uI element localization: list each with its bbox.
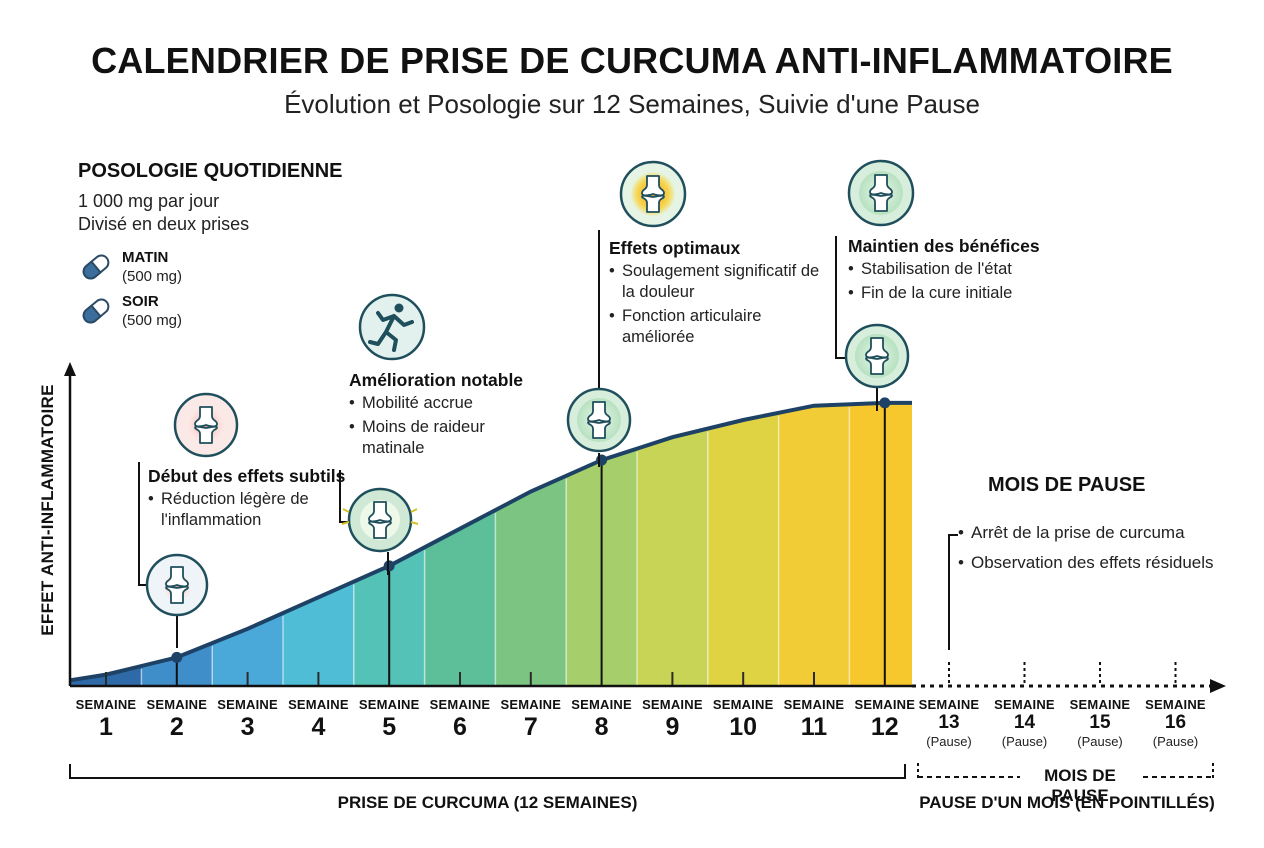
joint-healing-icon [341,487,419,553]
x-tick-label-week-2: SEMAINE 2 [146,697,208,741]
x-tick-label-week-13: SEMAINE 13 (Pause) [918,697,980,749]
annotation-title: Maintien des bénéfices [848,236,1040,256]
week-8-data-point [596,454,608,466]
capsule-icon [82,298,110,324]
morning-dose: (500 mg) [122,268,183,285]
x-tick-label-week-4: SEMAINE 4 [288,697,349,741]
annotation-week-12: Maintien des bénéfices Stabilisation de … [848,236,1068,307]
annotation-item: Réduction légère de l'inflammation [148,489,348,531]
annotation-week-2: Début des effets subtils Réduction légèr… [148,466,348,534]
area-band-week-6 [424,510,496,686]
effect-curve [69,400,912,683]
evening-dose-row: SOIR (500 mg) [78,292,182,330]
x-tick-label-week-16: SEMAINE 16 (Pause) [1145,697,1206,749]
posologie-title: POSOLOGIE QUOTIDIENNE [78,160,343,182]
x-tick-label-week-8: SEMAINE 8 [571,697,632,741]
y-axis-label: EFFET ANTI-INFLAMMATOIRE [38,384,57,636]
x-tick-label-week-5: SEMAINE 5 [358,697,420,741]
annotation-item: Moins de raideur matinale [349,417,549,459]
pause-title: MOIS DE PAUSE [988,474,1146,496]
evening-dose: (500 mg) [122,312,183,329]
prise-brace [69,764,906,779]
healthy-joint-icon [566,387,632,453]
joint-relief-icon [619,160,687,228]
pause-item: Observation des effets résiduels [958,548,1214,578]
area-band-week-7 [495,475,567,686]
healthy-joint-icon [844,323,910,389]
week-2-data-point [171,651,183,663]
inflamed-joint-icon [173,392,239,458]
morning-label: MATIN [122,249,169,266]
morning-dose-row: MATIN (500 mg) [78,248,182,286]
area-band-week-12 [849,402,912,686]
annotation-item: Soulagement significatif de la douleur [609,261,824,303]
annotation-item: Fonction articulaire améliorée [609,306,824,348]
healthy-joint-icon [847,159,915,227]
annotation-title: Amélioration notable [349,370,524,390]
x-tick-label-week-10: SEMAINE 10 [712,697,774,741]
annotation-item: Stabilisation de l'état [848,259,1068,280]
x-tick-label-week-14: SEMAINE 14 (Pause) [994,697,1055,749]
pause-brace-label: MOIS DE PAUSE [1020,766,1140,806]
x-tick-label-week-15: SEMAINE 15 (Pause) [1069,697,1131,749]
pause-list: Arrêt de la prise de curcuma Observation… [958,518,1214,578]
evening-label: SOIR [122,293,159,310]
callout-pause [948,534,958,650]
week-12-data-point [879,397,891,409]
capsule-icon [82,254,110,280]
annotation-item: Fin de la cure initiale [848,283,1068,304]
annotation-title: Début des effets subtils [148,466,346,486]
pause-caption: PAUSE D'UN MOIS (EN POINTILLÉS) [919,793,1215,812]
annotation-title: Effets optimaux [609,238,741,258]
area-band-week-10 [707,412,779,686]
x-tick-label-week-1: SEMAINE 1 [75,697,137,741]
annotation-week-8: Effets optimaux Soulagement significatif… [609,238,824,351]
annotation-item: Mobilité accrue [349,393,549,414]
area-band-week-11 [778,404,850,686]
pause-item: Arrêt de la prise de curcuma [958,518,1214,548]
week-5-data-point [383,560,395,572]
x-tick-label-week-9: SEMAINE 9 [642,697,703,741]
running-person-icon [358,293,426,361]
annotation-week-5: Amélioration notable Mobilité accrue Moi… [349,370,549,462]
y-axis-arrow [64,362,76,376]
x-axis-arrow [1210,679,1226,693]
callout-w12 [835,236,846,359]
area-band-week-9 [637,428,708,686]
x-tick-label-week-12: SEMAINE 12 [854,697,916,741]
callout-w2 [138,462,147,586]
posologie-dose: 1 000 mg par jour [78,191,220,211]
x-tick-label-week-6: SEMAINE 6 [429,697,491,741]
x-tick-label-week-11: SEMAINE 11 [783,697,845,741]
area-band-week-3 [212,613,283,686]
chart-subtitle: Évolution et Posologie sur 12 Semaines, … [284,89,980,119]
inflamed-joint-icon [145,553,209,617]
chart-title: CALENDRIER DE PRISE DE CURCUMA ANTI-INFL… [91,40,1173,81]
x-tick-label-week-7: SEMAINE 7 [500,697,562,741]
x-tick-label-week-3: SEMAINE 3 [217,697,278,741]
prise-caption: PRISE DE CURCUMA (12 SEMAINES) [337,793,638,812]
area-band-week-4 [283,581,354,686]
posologie-split: Divisé en deux prises [78,214,250,234]
